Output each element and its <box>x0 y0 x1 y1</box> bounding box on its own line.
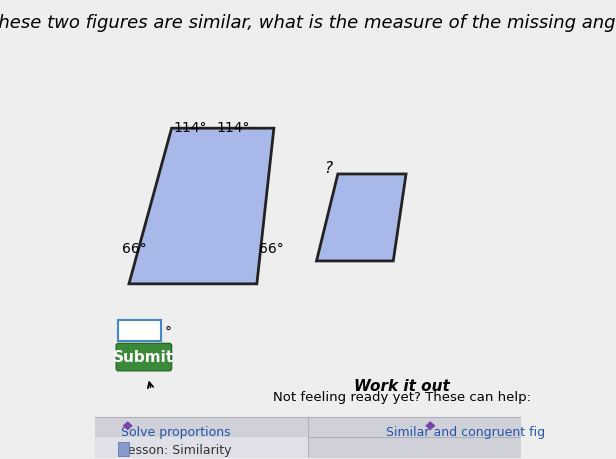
Polygon shape <box>317 174 406 261</box>
Text: Work it out: Work it out <box>354 379 450 394</box>
FancyBboxPatch shape <box>95 437 308 458</box>
Text: Lesson: Similarity: Lesson: Similarity <box>121 444 231 458</box>
FancyBboxPatch shape <box>118 442 129 456</box>
Text: °: ° <box>164 326 171 340</box>
FancyBboxPatch shape <box>95 417 521 458</box>
Polygon shape <box>425 421 436 431</box>
Polygon shape <box>129 128 274 284</box>
FancyBboxPatch shape <box>118 320 161 341</box>
Text: Similar and congruent fig: Similar and congruent fig <box>386 426 545 439</box>
Text: 66°: 66° <box>122 242 147 257</box>
Polygon shape <box>123 421 133 431</box>
Text: 114°: 114° <box>174 121 207 135</box>
Text: Not feeling ready yet? These can help:: Not feeling ready yet? These can help: <box>273 391 531 404</box>
FancyBboxPatch shape <box>116 343 172 371</box>
Text: 66°: 66° <box>259 242 284 257</box>
Text: ?: ? <box>324 161 332 176</box>
Text: If these two figures are similar, what is the measure of the missing angle?: If these two figures are similar, what i… <box>0 14 616 32</box>
Text: Submit: Submit <box>113 350 174 364</box>
Text: 114°: 114° <box>216 121 250 135</box>
Text: Solve proportions: Solve proportions <box>121 426 230 439</box>
